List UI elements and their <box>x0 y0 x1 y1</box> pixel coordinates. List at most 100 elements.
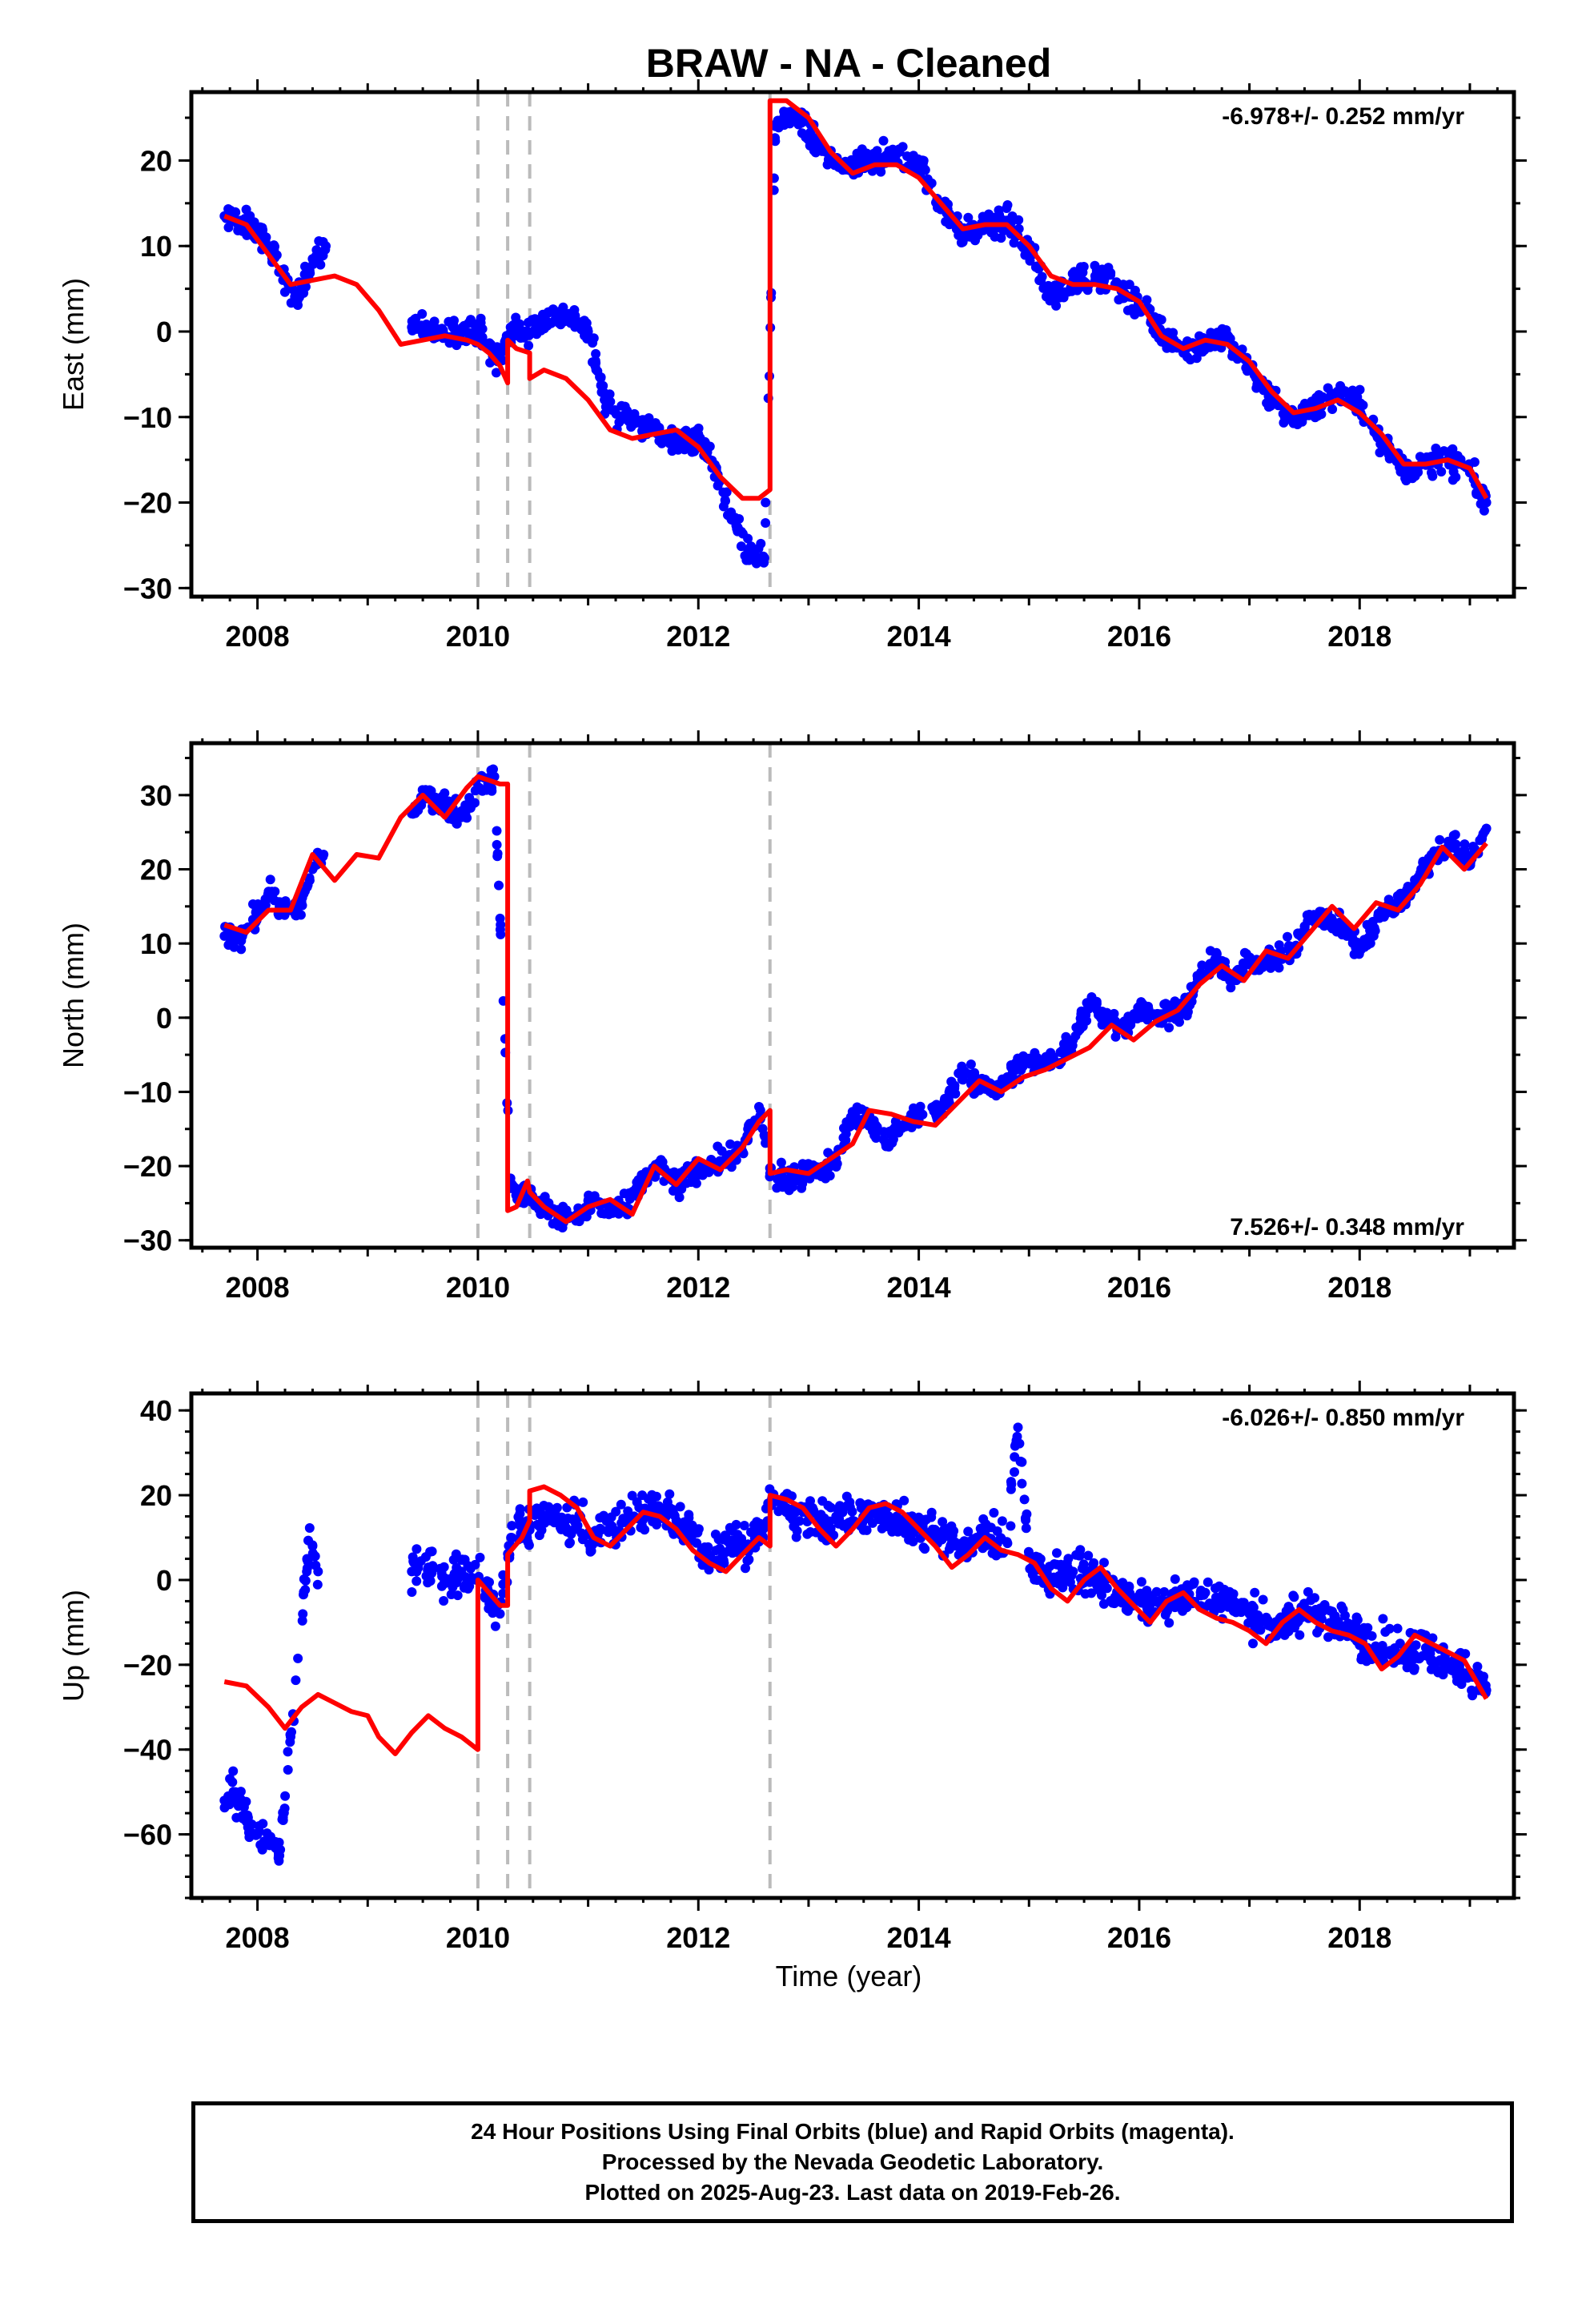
data-point <box>874 1514 885 1525</box>
data-point <box>1197 960 1207 971</box>
data-point <box>1162 1606 1172 1616</box>
data-point <box>321 241 331 251</box>
data-point <box>946 1538 957 1548</box>
data-point <box>422 320 432 331</box>
data-point <box>627 420 637 431</box>
data-point <box>1149 1009 1159 1019</box>
data-point <box>440 798 450 808</box>
data-point <box>760 1132 770 1142</box>
data-point <box>1384 1623 1395 1634</box>
data-point <box>592 366 603 376</box>
data-point <box>1365 938 1375 948</box>
data-point <box>596 1525 607 1535</box>
data-point <box>1305 912 1315 923</box>
data-point <box>599 1510 608 1521</box>
data-point <box>1009 238 1019 248</box>
data-point <box>1014 1438 1025 1449</box>
data-point <box>425 1546 436 1557</box>
data-point <box>280 1791 291 1801</box>
data-point <box>1019 1494 1030 1505</box>
data-point <box>1289 1592 1299 1602</box>
x-tick-label: 2016 <box>1107 620 1171 653</box>
data-point <box>1227 975 1238 986</box>
data-point <box>926 1512 937 1522</box>
data-point <box>913 159 924 170</box>
data-point <box>1392 1623 1403 1634</box>
data-point <box>1406 1658 1415 1668</box>
data-point <box>1267 1622 1277 1632</box>
data-point <box>629 408 640 419</box>
data-point <box>318 251 328 261</box>
data-point <box>506 1533 516 1542</box>
data-point <box>239 1802 249 1812</box>
data-point <box>897 1120 907 1131</box>
data-point <box>1303 1586 1313 1597</box>
data-point <box>693 429 704 440</box>
data-point <box>1085 998 1094 1008</box>
data-point <box>265 875 275 885</box>
footer-caption: 24 Hour Positions Using Final Orbits (bl… <box>191 2101 1514 2223</box>
data-point <box>1071 1023 1082 1032</box>
data-point <box>605 1524 616 1534</box>
data-point <box>1170 1574 1180 1584</box>
data-point <box>950 1088 961 1099</box>
data-point <box>841 1491 852 1502</box>
data-point <box>1020 1513 1030 1523</box>
data-point <box>872 146 882 156</box>
y-tick-label: −40 <box>123 1734 172 1767</box>
data-point <box>590 356 600 366</box>
data-point <box>1103 263 1114 273</box>
x-tick-label: 2008 <box>226 1271 290 1304</box>
data-point <box>1002 1537 1012 1547</box>
data-point <box>304 1523 315 1533</box>
data-point <box>739 1521 749 1530</box>
data-point <box>734 514 745 524</box>
data-point <box>300 261 310 271</box>
data-point <box>1448 838 1459 849</box>
data-point <box>725 1522 735 1533</box>
data-point <box>298 1609 308 1619</box>
data-point <box>1006 1484 1016 1494</box>
data-point <box>1156 315 1166 325</box>
data-point <box>621 1515 632 1526</box>
data-point <box>1390 1643 1400 1653</box>
data-point <box>544 1502 554 1512</box>
data-point <box>759 553 769 563</box>
data-point <box>1213 1594 1223 1605</box>
data-point <box>1426 1656 1436 1667</box>
data-point <box>688 1524 698 1534</box>
y-tick-label: 30 <box>140 779 172 812</box>
footer-line-1: 24 Hour Positions Using Final Orbits (bl… <box>471 2119 1235 2144</box>
data-point <box>1401 476 1411 486</box>
data-point <box>459 320 469 331</box>
data-point <box>881 1139 891 1149</box>
data-point <box>539 1511 549 1522</box>
data-point <box>936 1105 946 1116</box>
data-point <box>1448 467 1459 477</box>
data-point <box>1244 1609 1255 1619</box>
data-point <box>551 313 561 324</box>
data-point <box>1013 1422 1023 1433</box>
data-point <box>776 1157 786 1168</box>
data-point <box>1159 1586 1170 1597</box>
data-point <box>1078 1559 1089 1570</box>
data-point <box>299 1574 309 1584</box>
data-point <box>294 292 304 303</box>
data-point <box>1450 830 1460 840</box>
data-point <box>1080 1589 1090 1599</box>
data-point <box>825 155 836 166</box>
data-point <box>495 1609 505 1619</box>
data-point <box>791 1532 801 1542</box>
data-point <box>417 309 428 319</box>
data-point <box>258 899 268 909</box>
data-point <box>1420 1642 1431 1653</box>
data-point <box>227 1777 238 1787</box>
data-point <box>1435 834 1445 845</box>
data-point <box>733 526 743 537</box>
data-point <box>1431 448 1442 458</box>
data-point <box>982 214 992 224</box>
chart-title: BRAW - NA - Cleaned <box>646 41 1052 86</box>
data-point <box>1325 1606 1335 1616</box>
data-point <box>938 1517 948 1527</box>
plot-frame <box>189 90 1516 599</box>
